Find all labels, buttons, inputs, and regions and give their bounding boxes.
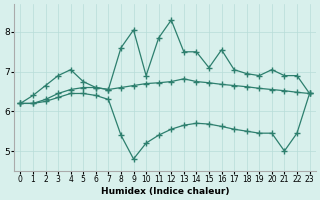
X-axis label: Humidex (Indice chaleur): Humidex (Indice chaleur) <box>101 187 229 196</box>
